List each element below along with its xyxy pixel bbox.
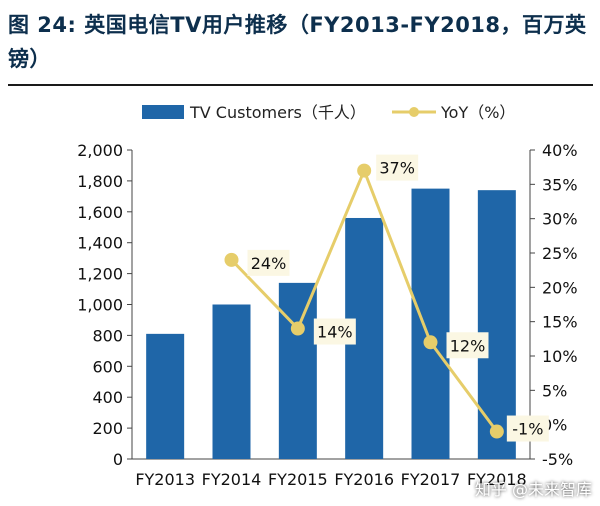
data-label-bg [446, 332, 489, 359]
y-right-tick-label: 5% [542, 381, 567, 400]
title-divider [8, 84, 593, 86]
data-label-bg [247, 249, 290, 276]
data-label-yoy: 24% [251, 254, 287, 273]
y-left-tick-label: 800 [92, 326, 123, 345]
data-label-bg [506, 415, 549, 442]
x-tick-label: FY2014 [202, 470, 262, 489]
data-label-yoy: 12% [450, 336, 486, 355]
data-label-yoy: -1% [512, 420, 543, 439]
y-left-tick-label: 0 [113, 450, 123, 469]
y-left-tick-label: 2,000 [77, 141, 123, 160]
y-right-tick-label: 40% [542, 141, 578, 160]
data-label-yoy: 14% [317, 323, 353, 342]
data-label-bg [313, 318, 356, 345]
legend-marker-yoy [409, 107, 419, 117]
x-tick-label: FY2016 [334, 470, 394, 489]
y-left-tick-label: 1,400 [77, 234, 123, 253]
data-label-bg [376, 154, 419, 181]
point-yoy [357, 163, 372, 178]
x-tick-label: FY2018 [467, 470, 527, 489]
legend-label-tv-customers: TV Customers（千人） [189, 103, 366, 122]
y-left-tick-label: 1,600 [77, 203, 123, 222]
y-left-tick-label: 200 [92, 419, 123, 438]
point-yoy [290, 321, 305, 336]
x-tick-label: FY2017 [401, 470, 461, 489]
y-right-tick-label: 35% [542, 175, 578, 194]
y-left-tick-label: 1,800 [77, 172, 123, 191]
y-right-tick-label: 30% [542, 210, 578, 229]
y-right-tick-label: 25% [542, 244, 578, 263]
y-left-tick-label: 1,000 [77, 296, 123, 315]
bar-tv-customers [146, 333, 185, 459]
y-left-tick-label: 600 [92, 357, 123, 376]
point-yoy [423, 335, 438, 350]
x-tick-label: FY2015 [268, 470, 328, 489]
y-left-tick-label: 400 [92, 388, 123, 407]
bar-tv-customers [212, 304, 251, 459]
point-yoy [489, 424, 504, 439]
legend-label-yoy: YoY（%） [440, 103, 515, 122]
data-label-yoy: 37% [379, 159, 415, 178]
y-right-tick-label: 15% [542, 313, 578, 332]
chart-title: 图 24: 英国电信TV用户推移（FY2013-FY2018，百万英镑） [8, 13, 587, 71]
y-left-tick-label: 1,200 [77, 265, 123, 284]
y-right-tick-label: 20% [542, 278, 578, 297]
legend-swatch-tv-customers [142, 105, 184, 119]
y-right-tick-label: -5% [542, 450, 573, 469]
point-yoy [224, 252, 239, 267]
y-right-tick-label: 10% [542, 347, 578, 366]
bar-tv-customers [278, 282, 317, 459]
bar-tv-customers [411, 188, 450, 459]
watermark: 知乎 @未来智库 [474, 480, 592, 499]
x-tick-label: FY2013 [135, 470, 195, 489]
